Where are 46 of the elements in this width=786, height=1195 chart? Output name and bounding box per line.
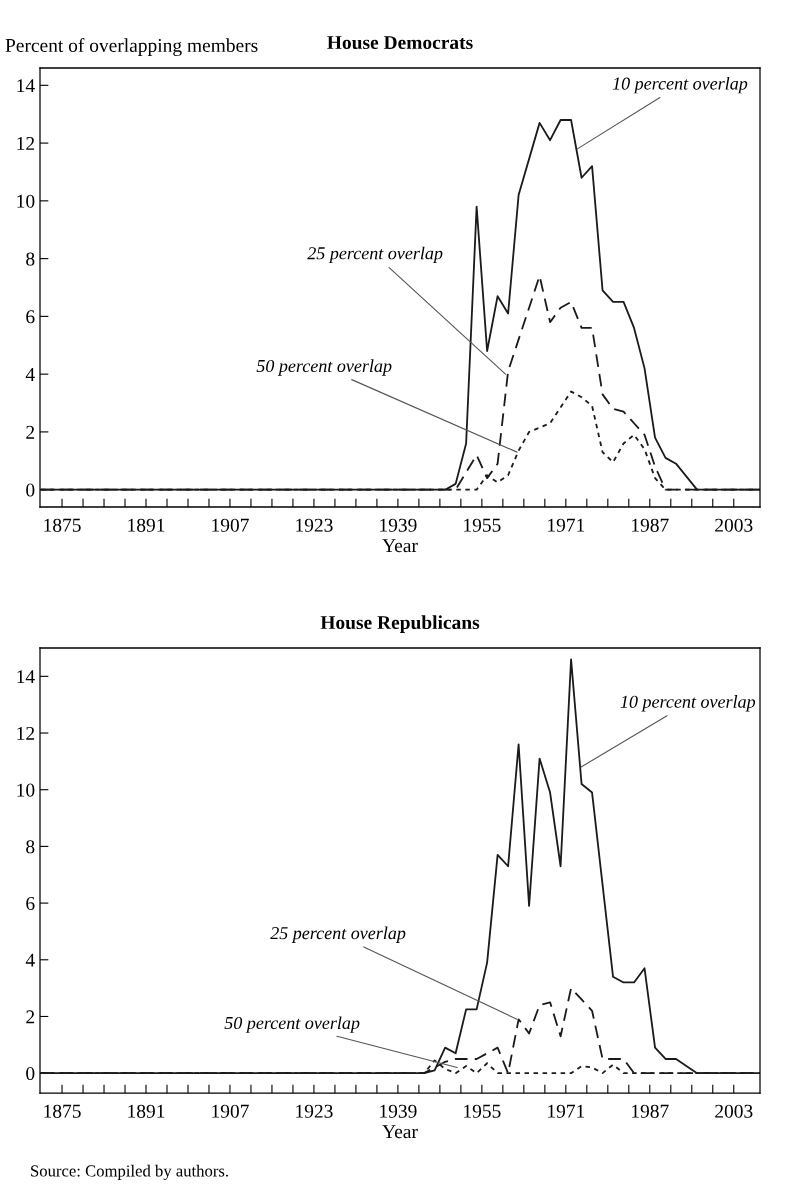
- x-tick-label: 1923: [296, 518, 333, 532]
- x-tick-label: 2003: [715, 518, 753, 532]
- annotation: 10 percent overlap: [612, 76, 748, 94]
- annotation: 25 percent overlap: [270, 926, 406, 943]
- chart-title: House Democrats: [327, 36, 473, 50]
- annotation: 50 percent overlap: [256, 359, 392, 376]
- x-tick-label: 1891: [128, 518, 165, 532]
- y-tick-label: 0: [26, 1066, 35, 1081]
- y-tick-label: 2: [26, 1010, 35, 1024]
- x-tick-label: 1987: [632, 1104, 669, 1118]
- y-tick-label: 8: [26, 252, 35, 266]
- x-tick-label: 1971: [548, 518, 585, 532]
- y-tick-label: 14: [17, 670, 35, 684]
- annotation: 25 percent overlap: [307, 246, 443, 264]
- chart-title: House Republicans: [320, 615, 480, 633]
- y-tick-label: 0: [26, 483, 35, 497]
- y-tick-label: 6: [26, 896, 35, 911]
- y-tick-label: 6: [26, 310, 35, 324]
- x-tick-label: 1939: [380, 518, 417, 532]
- y-tick-label: 10: [17, 783, 35, 797]
- y-tick-label: 2: [26, 425, 35, 439]
- x-axis-title: Year: [382, 539, 418, 553]
- x-axis-title: Year: [382, 1125, 418, 1139]
- y-tick-label: 12: [17, 136, 35, 150]
- x-tick-label: 1923: [296, 1104, 333, 1118]
- x-tick-label: 1939: [380, 1104, 417, 1118]
- y-tick-label: 10: [17, 194, 35, 208]
- x-tick-label: 1875: [44, 518, 81, 532]
- annotation: 50 percent overlap: [224, 1016, 360, 1033]
- x-tick-label: 2003: [715, 1104, 753, 1118]
- y-axis-title: Percent of overlapping members: [5, 38, 258, 56]
- y-tick-label: 4: [25, 953, 35, 967]
- annotation: 10 percent overlap: [620, 695, 756, 712]
- x-tick-label: 1955: [464, 518, 501, 532]
- x-tick-label: 1891: [128, 1104, 165, 1118]
- x-tick-label: 1971: [548, 1104, 585, 1118]
- x-tick-label: 1875: [44, 1104, 81, 1118]
- y-tick-label: 4: [25, 368, 35, 381]
- x-tick-label: 1955: [464, 1104, 501, 1118]
- x-tick-label: 1907: [212, 1104, 249, 1118]
- x-tick-label: 1987: [632, 518, 669, 532]
- y-tick-label: 12: [17, 726, 35, 740]
- x-tick-label: 1907: [212, 518, 249, 532]
- y-tick-label: 8: [26, 840, 35, 854]
- source-note: Source: Compiled by authors.: [31, 1164, 228, 1180]
- y-tick-label: 14: [17, 79, 35, 93]
